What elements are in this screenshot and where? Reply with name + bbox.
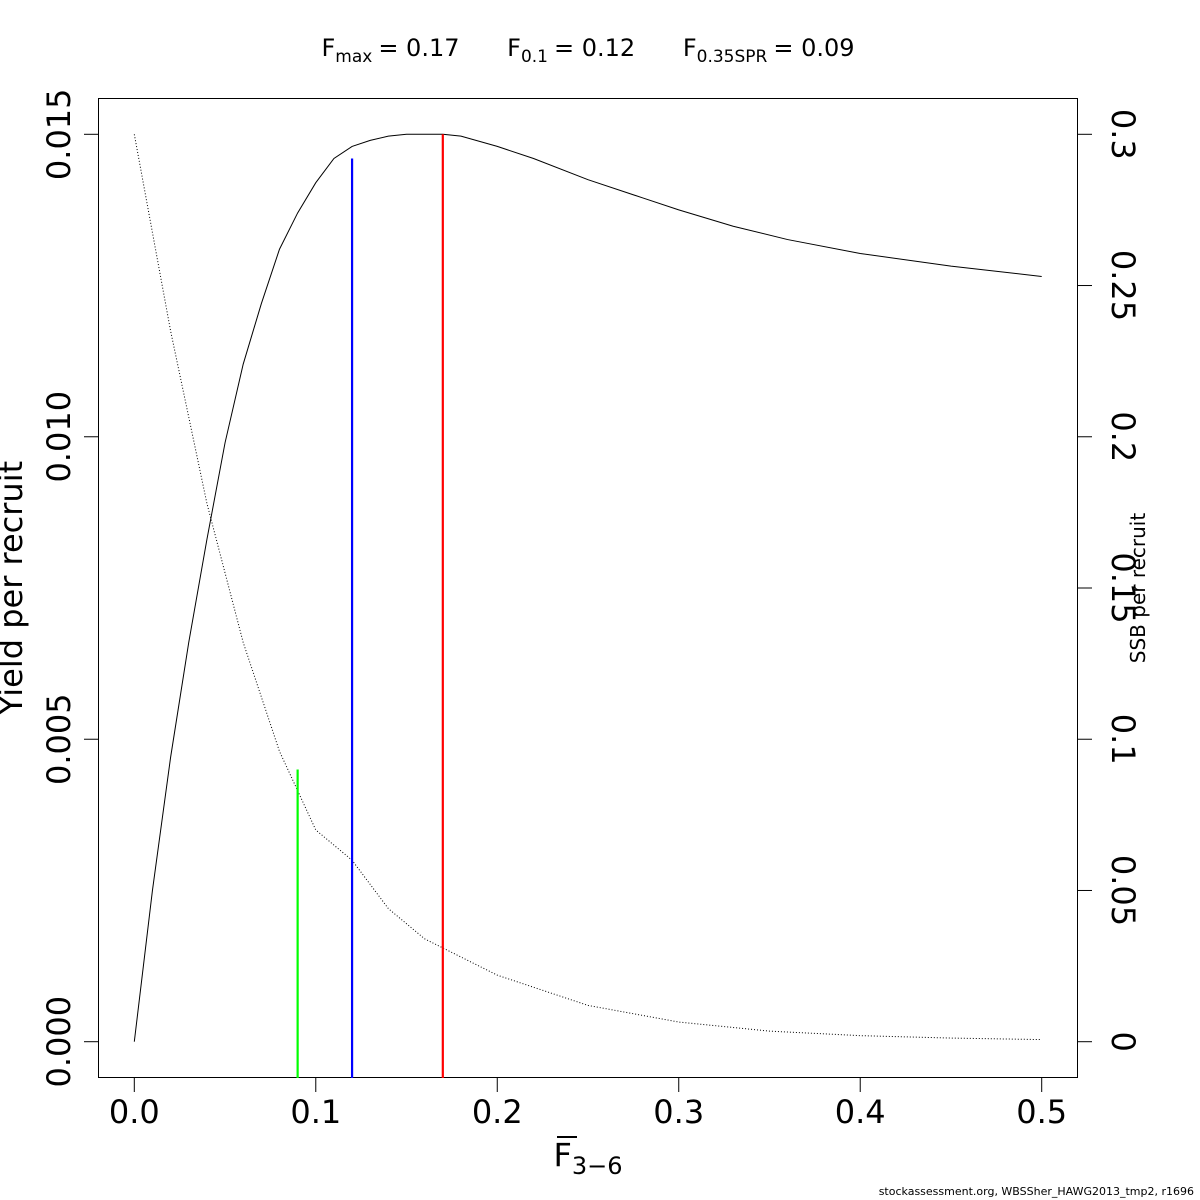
footer-credit: stockassessment.org, WBSSher_HAWG2013_tm… [878, 1185, 1194, 1198]
x-tick-label: 0.3 [653, 1093, 704, 1131]
y-axis-left: 0.000 0.005 0.010 0.015 [40, 88, 98, 1088]
x-tick-label: 0.2 [472, 1093, 523, 1131]
x-tick-label: 0.5 [1016, 1093, 1067, 1131]
title-fspr-value: = 0.09 [773, 34, 854, 62]
x-tick-label: 0.0 [109, 1093, 160, 1131]
x-axis: 0.0 0.1 0.2 0.3 0.4 0.5 [109, 1078, 1067, 1131]
y-axis-right: 0 0.05 0.1 0.15 0.2 0.25 0.3 [1078, 109, 1142, 1052]
title-fspr-base: F [683, 34, 697, 62]
chart-title: Fmax = 0.17 F0.1 = 0.12 F0.35SPR = 0.09 [321, 34, 854, 67]
y2-tick-label: 0.25 [1104, 250, 1142, 321]
y2-tick-label: 0.05 [1104, 855, 1142, 926]
title-f01-value: = 0.12 [554, 34, 635, 62]
y2-tick-label: 0 [1104, 1032, 1142, 1052]
title-f01-sub: 0.1 [521, 47, 548, 67]
title-fmax-value: = 0.17 [378, 34, 459, 62]
y-axis-title: Yield per recruit [0, 461, 30, 716]
plot-frame [98, 98, 1078, 1078]
series-layer [133, 133, 1042, 1042]
y2-tick-label: 0.15 [1104, 552, 1142, 623]
y2-tick-label: 0.3 [1104, 109, 1142, 160]
y-tick-label: 0.000 [40, 996, 78, 1088]
ssb-per-recruit-line [133, 134, 1042, 1041]
y2-tick-label: 0.2 [1104, 411, 1142, 462]
x-axis-title-sub: 3−6 [572, 1152, 623, 1180]
title-fspr-sub: 0.35SPR [697, 47, 768, 67]
y2-tick-label: 0.1 [1104, 714, 1142, 765]
title-fmax-sub: max [335, 47, 372, 67]
x-tick-label: 0.1 [290, 1093, 341, 1131]
title-fmax-base: F [321, 34, 335, 62]
y2-axis-title: SSB per recruit [1126, 513, 1150, 664]
yield-per-recruit-line [133, 133, 1042, 1042]
x-axis-title: F3−6 [553, 1136, 622, 1180]
y-tick-label: 0.015 [40, 88, 78, 180]
y-tick-label: 0.005 [40, 693, 78, 785]
y-tick-label: 0.010 [40, 391, 78, 483]
x-tick-label: 0.4 [835, 1093, 886, 1131]
title-f01-base: F [507, 34, 521, 62]
reference-lines [296, 134, 444, 1078]
x-axis-title-base: F [553, 1136, 571, 1174]
